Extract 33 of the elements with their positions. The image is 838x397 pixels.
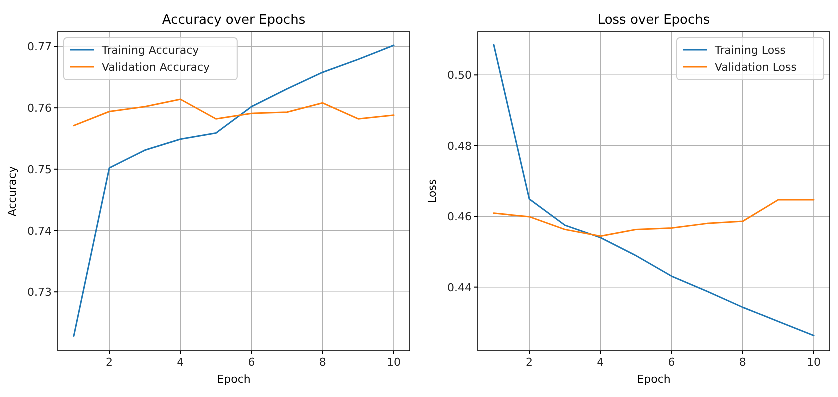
chart-title: Loss over Epochs xyxy=(598,13,710,28)
y-tick-label: 0.76 xyxy=(28,102,52,116)
x-tick-label: 10 xyxy=(387,356,401,369)
y-axis-title: Loss xyxy=(426,179,439,204)
x-tick-label: 10 xyxy=(807,356,821,369)
y-tick-label: 0.73 xyxy=(28,286,52,300)
y-tick-label: 0.74 xyxy=(28,224,52,238)
x-tick-label: 6 xyxy=(248,356,256,369)
legend-label: Training Loss xyxy=(714,44,786,57)
line-series xyxy=(73,98,395,127)
x-axis-title: Epoch xyxy=(217,373,251,386)
y-tick-label: 0.75 xyxy=(28,163,52,176)
x-axis-title: Epoch xyxy=(637,373,671,386)
x-tick-label: 8 xyxy=(739,356,746,369)
legend-label: Validation Loss xyxy=(715,61,798,74)
y-tick-label: 0.48 xyxy=(448,140,472,153)
y-tick-label: 0.50 xyxy=(448,69,472,82)
x-tick-label: 8 xyxy=(319,356,326,369)
x-tick-label: 2 xyxy=(526,356,534,369)
y-axis-title: Accuracy xyxy=(6,166,19,217)
y-tick-label: 0.77 xyxy=(28,40,52,54)
x-tick-label: 4 xyxy=(177,356,184,369)
legend-label: Training Accuracy xyxy=(101,44,200,57)
y-tick-label: 0.46 xyxy=(448,210,472,224)
x-tick-label: 4 xyxy=(597,356,604,369)
x-tick-label: 6 xyxy=(668,356,676,369)
y-tick-label: 0.44 xyxy=(448,281,472,294)
chart-title: Accuracy over Epochs xyxy=(162,13,306,28)
line-series xyxy=(73,44,395,338)
line-series xyxy=(493,199,815,238)
x-tick-label: 2 xyxy=(106,356,114,369)
legend-label: Validation Accuracy xyxy=(102,61,211,74)
line-series xyxy=(493,44,815,337)
